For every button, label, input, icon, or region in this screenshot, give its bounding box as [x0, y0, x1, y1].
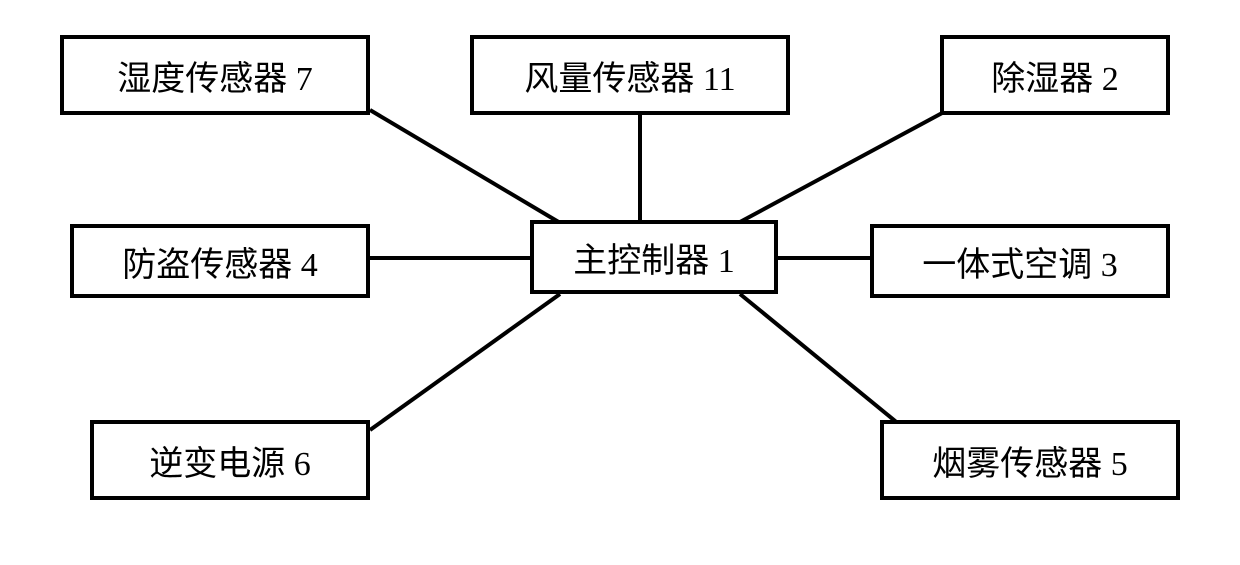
node-label: 防盗传感器 4	[122, 237, 318, 286]
node-label: 逆变电源 6	[149, 436, 311, 485]
node-inverter: 逆变电源 6	[90, 420, 370, 500]
node-smoke: 烟雾传感器 5	[880, 420, 1180, 500]
node-antitheft: 防盗传感器 4	[70, 224, 370, 298]
node-label: 一体式空调 3	[922, 237, 1118, 286]
node-label: 湿度传感器 7	[117, 51, 313, 100]
node-ac: 一体式空调 3	[870, 224, 1170, 298]
edge-controller-dehumid	[740, 112, 944, 222]
node-airflow: 风量传感器 11	[470, 35, 790, 115]
node-controller: 主控制器 1	[530, 220, 778, 294]
node-label: 风量传感器 11	[524, 51, 735, 100]
node-dehumid: 除湿器 2	[940, 35, 1170, 115]
edge-controller-smoke	[740, 294, 900, 425]
node-label: 烟雾传感器 5	[932, 436, 1128, 485]
edge-controller-humidity	[370, 110, 562, 224]
node-humidity: 湿度传感器 7	[60, 35, 370, 115]
node-label: 主控制器 1	[573, 233, 735, 282]
edge-controller-inverter	[370, 294, 560, 430]
node-label: 除湿器 2	[991, 51, 1119, 100]
diagram-canvas: 主控制器 1 湿度传感器 7 风量传感器 11 除湿器 2 防盗传感器 4 一体式空调 3…	[0, 0, 1240, 565]
